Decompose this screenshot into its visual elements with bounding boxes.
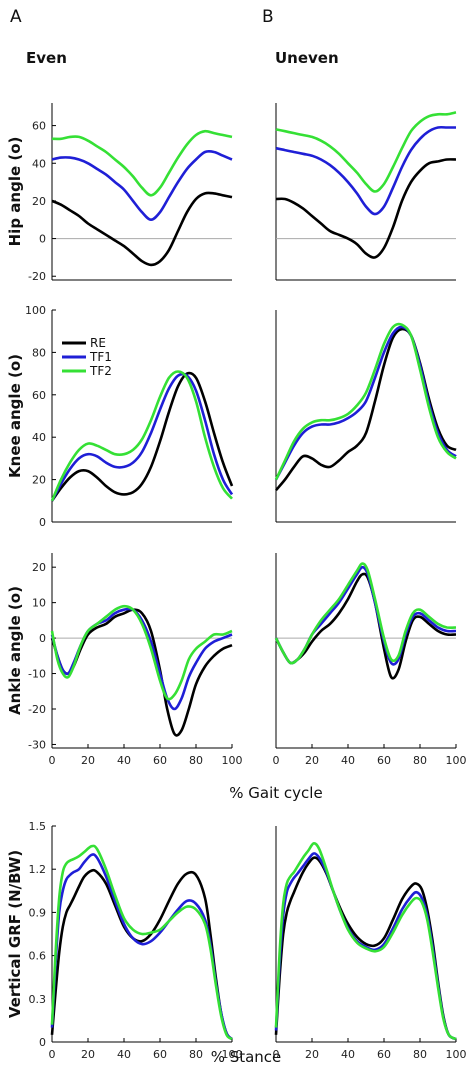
y-axis-label: Hip angle (o) bbox=[6, 137, 24, 247]
series-line-tf1 bbox=[274, 852, 457, 1041]
x-tick-label: 100 bbox=[222, 1048, 243, 1061]
panel-label-b: B bbox=[262, 7, 274, 27]
x-tick-label: 0 bbox=[49, 1048, 56, 1061]
y-tick-label: -30 bbox=[28, 738, 46, 751]
y-tick-label: 20 bbox=[32, 195, 46, 208]
x-tick-label: 40 bbox=[341, 754, 355, 767]
x-tick-label: 80 bbox=[189, 1048, 203, 1061]
chart-hip-uneven bbox=[275, 103, 457, 281]
series-line-re bbox=[51, 191, 233, 267]
y-tick-label: 1.2 bbox=[29, 863, 47, 876]
x-tick-label: 20 bbox=[305, 754, 319, 767]
series-line-tf1 bbox=[51, 149, 233, 221]
y-tick-label: -20 bbox=[28, 270, 46, 283]
y-tick-label: 0.6 bbox=[29, 950, 47, 963]
y-tick-label: 40 bbox=[32, 157, 46, 170]
y-tick-label: 1.5 bbox=[29, 820, 47, 833]
series-line-re bbox=[50, 371, 234, 502]
series-line-tf2 bbox=[50, 370, 233, 502]
y-tick-label: 60 bbox=[32, 389, 46, 402]
chart-knee-even: 0 20 40 60 80 100 Knee angle (o) bbox=[6, 304, 234, 529]
series-line-tf2 bbox=[274, 562, 457, 665]
y-tick-label: 0 bbox=[39, 233, 46, 246]
x-tick-label: 60 bbox=[153, 754, 167, 767]
y-axis-label: Ankle angle (o) bbox=[6, 586, 24, 715]
x-tick-label: 100 bbox=[446, 754, 467, 767]
x-tick-label: 40 bbox=[117, 754, 131, 767]
x-tick-label: 0 bbox=[273, 1048, 280, 1061]
x-tick-label: 0 bbox=[273, 754, 280, 767]
series-line-tf2 bbox=[50, 844, 233, 1041]
x-tick-label: 20 bbox=[81, 1048, 95, 1061]
stance-xlabel: % Stance bbox=[211, 1048, 282, 1066]
series-line-tf2 bbox=[274, 322, 457, 481]
y-tick-label: 0 bbox=[39, 1036, 46, 1049]
y-tick-label: 60 bbox=[32, 120, 46, 133]
y-tick-label: -20 bbox=[28, 703, 46, 716]
y-tick-label: 0 bbox=[39, 632, 46, 645]
x-tick-label: 60 bbox=[377, 1048, 391, 1061]
y-tick-label: 0.3 bbox=[29, 993, 47, 1006]
series-line-re bbox=[274, 572, 457, 680]
series-line-tf2 bbox=[50, 604, 233, 701]
series-line-tf1 bbox=[50, 372, 234, 502]
legend-label-tf1: TF1 bbox=[89, 350, 112, 364]
y-tick-label: 0 bbox=[39, 516, 46, 529]
legend-label-re: RE bbox=[90, 336, 106, 350]
x-tick-label: 80 bbox=[413, 754, 427, 767]
column-title-even: Even bbox=[26, 49, 67, 67]
panel-label-a: A bbox=[10, 7, 22, 27]
y-axis-label: Vertical GRF (N/BW) bbox=[6, 850, 24, 1018]
y-tick-label: 100 bbox=[25, 304, 46, 317]
x-tick-label: 60 bbox=[153, 1048, 167, 1061]
y-tick-label: 20 bbox=[32, 474, 46, 487]
y-tick-label: 80 bbox=[32, 346, 46, 359]
chart-knee-uneven bbox=[274, 310, 457, 523]
chart-grf-uneven: 0 20 40 60 80 100 bbox=[273, 826, 467, 1061]
series-line-tf1 bbox=[50, 853, 233, 1041]
gait-cycle-xlabel: % Gait cycle bbox=[229, 784, 322, 802]
series-line-tf2 bbox=[274, 841, 457, 1041]
x-tick-label: 40 bbox=[341, 1048, 355, 1061]
x-tick-label: 20 bbox=[81, 754, 95, 767]
series-line-re bbox=[50, 868, 233, 1041]
x-tick-label: 60 bbox=[377, 754, 391, 767]
x-tick-label: 80 bbox=[189, 754, 203, 767]
x-tick-label: 100 bbox=[446, 1048, 467, 1061]
chart-grf-even: 0 0.3 0.6 0.9 1.2 1.5 0 20 40 60 80 100 Vertical GRF… bbox=[6, 820, 243, 1061]
x-tick-label: 100 bbox=[222, 754, 243, 767]
y-tick-label: 10 bbox=[32, 597, 46, 610]
x-tick-label: 20 bbox=[305, 1048, 319, 1061]
series-line-tf2 bbox=[51, 129, 233, 197]
chart-ankle-even: -30 -20 -10 0 10 20 0 20 40 60 80 100 Ankle angle (o… bbox=[6, 553, 243, 767]
chart-ankle-uneven: 0 20 40 60 80 100 bbox=[273, 553, 467, 767]
y-tick-label: 0.9 bbox=[29, 906, 47, 919]
series-line-tf1 bbox=[275, 125, 456, 216]
series-line-tf2 bbox=[275, 111, 457, 193]
y-tick-label: 40 bbox=[32, 431, 46, 444]
x-tick-label: 80 bbox=[413, 1048, 427, 1061]
chart-hip-even: -20 0 20 40 60 Hip angle (o) bbox=[6, 103, 233, 283]
y-tick-label: -10 bbox=[28, 668, 46, 681]
y-tick-label: 20 bbox=[32, 561, 46, 574]
y-axis-label: Knee angle (o) bbox=[6, 354, 24, 478]
legend-label-tf2: TF2 bbox=[89, 364, 112, 378]
series-line-re bbox=[275, 158, 457, 259]
x-tick-label: 40 bbox=[117, 1048, 131, 1061]
x-tick-label: 0 bbox=[49, 754, 56, 767]
column-title-uneven: Uneven bbox=[275, 49, 339, 67]
series-line-re bbox=[50, 608, 233, 737]
